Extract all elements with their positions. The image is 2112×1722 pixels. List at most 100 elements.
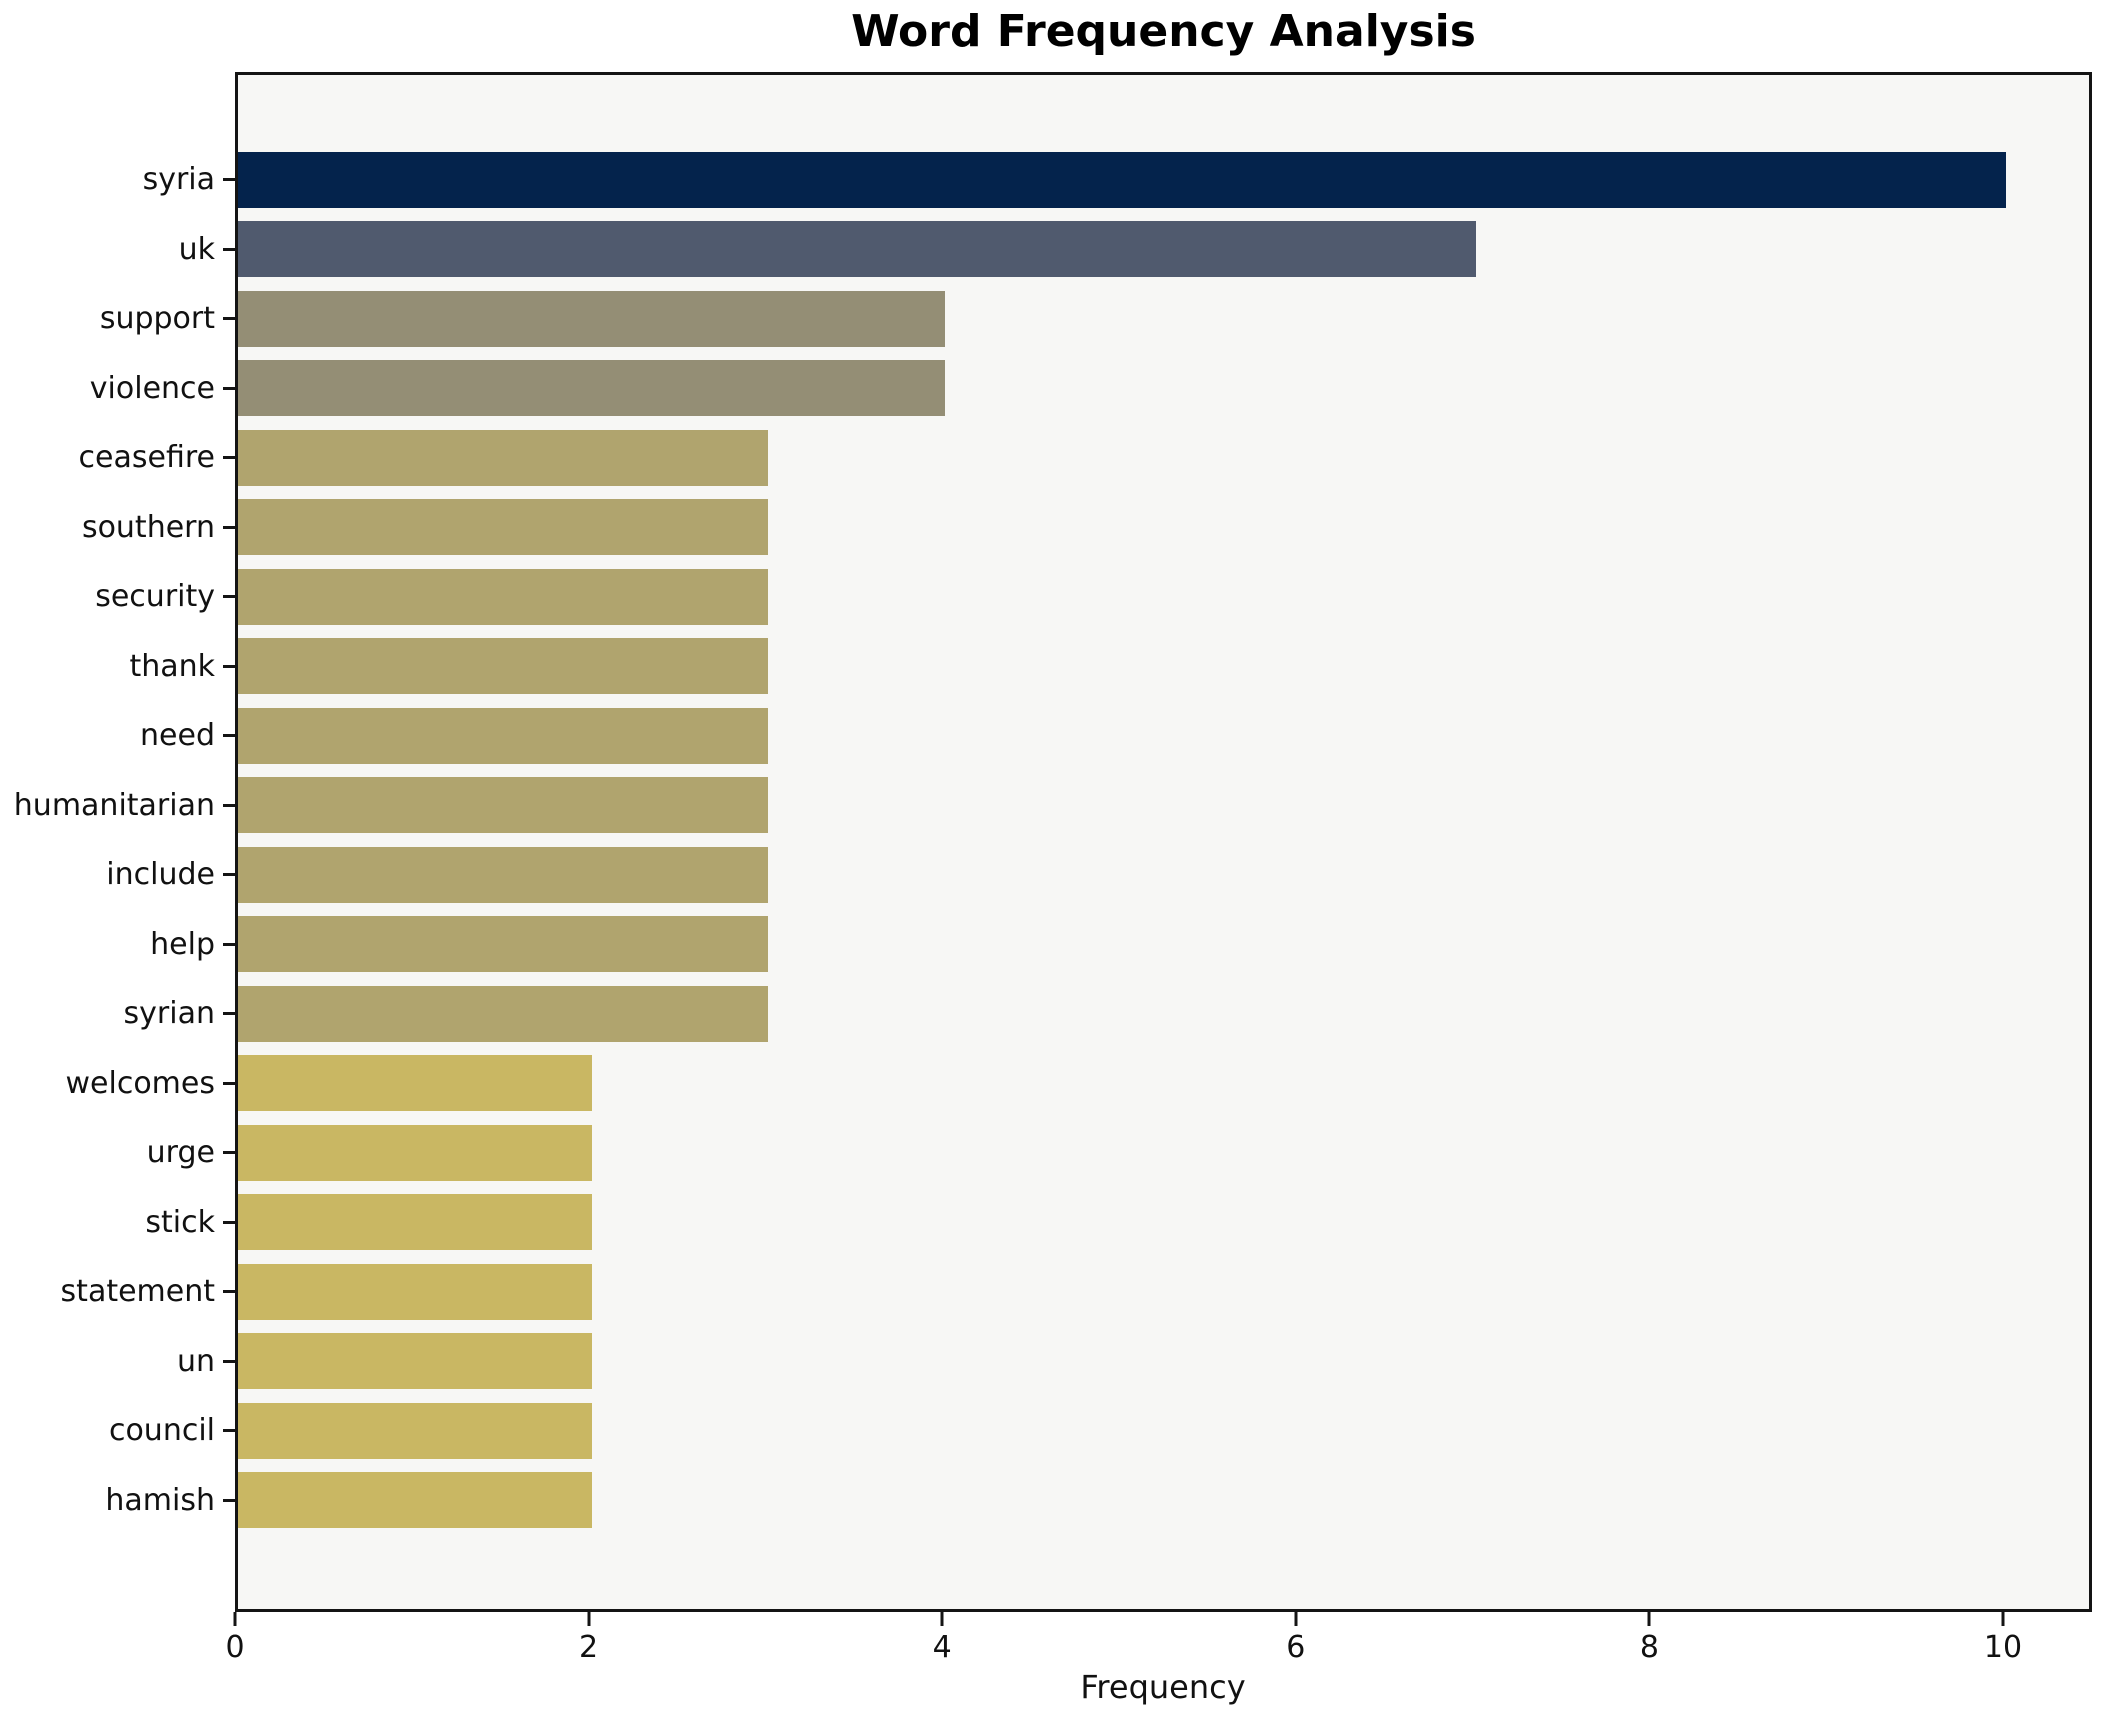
y-tick-label-stick: stick <box>145 1204 215 1240</box>
y-row: thank <box>0 632 235 702</box>
y-tick-mark <box>223 1151 235 1155</box>
bar-row <box>238 1257 2089 1327</box>
y-tick-label-help: help <box>150 926 215 962</box>
y-tick-mark <box>223 803 235 807</box>
bar-row <box>238 979 2089 1049</box>
y-tick-label-southern: southern <box>81 509 215 545</box>
bar-include <box>238 846 769 903</box>
bar-council <box>238 1402 592 1459</box>
y-tick-label-urge: urge <box>146 1135 215 1171</box>
y-tick-mark <box>223 873 235 877</box>
bar-violence <box>238 360 946 417</box>
bar-thank <box>238 638 769 695</box>
bar-statement <box>238 1263 592 1320</box>
y-row: un <box>0 1327 235 1397</box>
y-tick-label-violence: violence <box>89 370 215 406</box>
x-tick-mark <box>233 1612 237 1626</box>
bar-row <box>238 1396 2089 1466</box>
y-tick-label-need: need <box>140 718 215 754</box>
y-tick-label-welcomes: welcomes <box>65 1065 216 1101</box>
y-tick-mark <box>223 1359 235 1363</box>
y-row: statement <box>0 1257 235 1327</box>
bar-row <box>238 354 2089 424</box>
bar-help <box>238 916 769 973</box>
x-tick-mark <box>2001 1612 2005 1626</box>
y-row: stick <box>0 1188 235 1258</box>
y-tick-mark <box>223 664 235 668</box>
y-row: uk <box>0 215 235 285</box>
bar-welcomes <box>238 1055 592 1112</box>
y-tick-mark <box>223 317 235 321</box>
bar-humanitarian <box>238 777 769 834</box>
bar-security <box>238 568 769 625</box>
y-row: syria <box>0 145 235 215</box>
bar-syrian <box>238 985 769 1042</box>
y-tick-label-humanitarian: humanitarian <box>13 787 215 823</box>
y-tick-mark <box>223 1429 235 1433</box>
y-tick-label-ceasefire: ceasefire <box>78 440 215 476</box>
bar-row <box>238 423 2089 493</box>
y-row: southern <box>0 493 235 563</box>
y-tick-label-include: include <box>106 857 215 893</box>
x-tick-label-6: 6 <box>1286 1630 1306 1665</box>
x-tick-mark <box>1647 1612 1651 1626</box>
y-tick-label-syria: syria <box>142 162 215 198</box>
bar-row <box>238 771 2089 841</box>
x-tick-label-0: 0 <box>225 1630 245 1665</box>
y-tick-label-hamish: hamish <box>105 1482 215 1518</box>
bar-uk <box>238 221 1476 278</box>
bar-support <box>238 290 946 347</box>
plot-area <box>235 72 2092 1612</box>
y-row: security <box>0 562 235 632</box>
bar-un <box>238 1333 592 1390</box>
y-tick-label-security: security <box>95 579 215 615</box>
chart-title: Word Frequency Analysis <box>851 6 1476 57</box>
y-tick-label-support: support <box>99 301 215 337</box>
bar-row <box>238 1118 2089 1188</box>
y-tick-mark <box>223 595 235 599</box>
bar-need <box>238 707 769 764</box>
y-tick-mark <box>223 1290 235 1294</box>
bar-stick <box>238 1194 592 1251</box>
bar-row <box>238 284 2089 354</box>
y-row: include <box>0 840 235 910</box>
x-tick-label-4: 4 <box>932 1630 952 1665</box>
y-tick-mark <box>223 1220 235 1224</box>
y-tick-label-uk: uk <box>178 231 215 267</box>
y-row: support <box>0 284 235 354</box>
bar-row <box>238 701 2089 771</box>
bars-container <box>238 145 2089 1535</box>
y-tick-mark <box>223 1081 235 1085</box>
bar-row <box>238 1327 2089 1397</box>
x-axis-label: Frequency <box>1080 1668 1246 1706</box>
y-row: council <box>0 1396 235 1466</box>
y-row: urge <box>0 1118 235 1188</box>
x-tick-mark <box>940 1612 944 1626</box>
x-tick-label-8: 8 <box>1639 1630 1659 1665</box>
bar-row <box>238 1049 2089 1119</box>
x-tick-mark <box>587 1612 591 1626</box>
y-tick-label-statement: statement <box>60 1274 215 1310</box>
bar-hamish <box>238 1472 592 1529</box>
bar-urge <box>238 1124 592 1181</box>
bar-row <box>238 632 2089 702</box>
y-row: hamish <box>0 1466 235 1536</box>
bar-ceasefire <box>238 429 769 486</box>
y-tick-mark <box>223 386 235 390</box>
y-tick-label-thank: thank <box>129 648 215 684</box>
y-tick-label-syrian: syrian <box>123 996 215 1032</box>
y-tick-mark <box>223 942 235 946</box>
y-row: violence <box>0 354 235 424</box>
y-tick-mark <box>223 247 235 251</box>
y-axis-labels: syria uk support violence ceasefire southern s… <box>0 145 235 1535</box>
bar-row <box>238 215 2089 285</box>
y-tick-mark <box>223 1012 235 1016</box>
x-tick-label-2: 2 <box>579 1630 599 1665</box>
y-row: humanitarian <box>0 771 235 841</box>
y-tick-mark <box>223 525 235 529</box>
bar-southern <box>238 499 769 556</box>
y-tick-mark <box>223 734 235 738</box>
bar-row <box>238 562 2089 632</box>
y-tick-label-un: un <box>176 1343 215 1379</box>
